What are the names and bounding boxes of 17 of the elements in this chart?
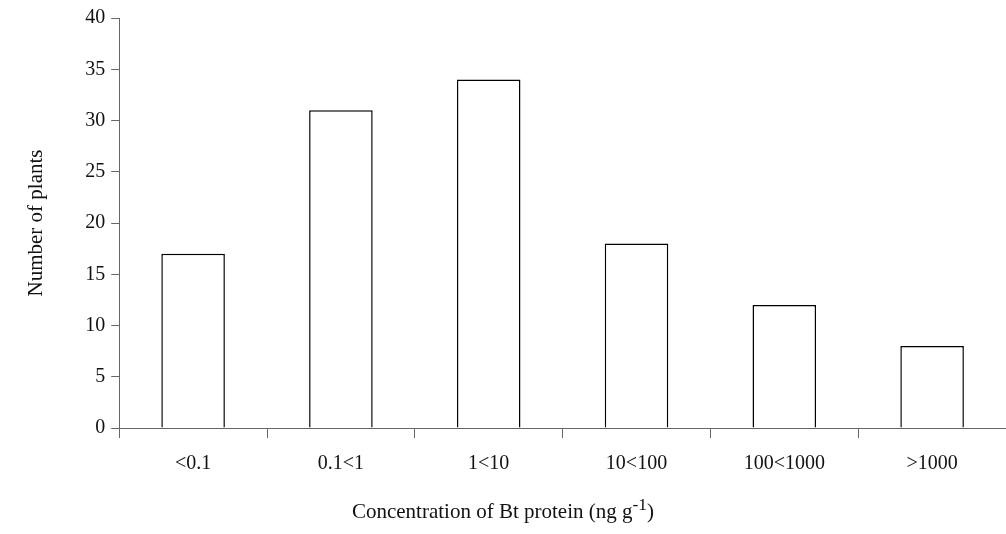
y-tick-label: 30 <box>85 107 106 130</box>
y-tick-label: 10 <box>85 312 106 335</box>
x-tick-label: <0.1 <box>174 451 212 474</box>
x-tick-label: 0.1<1 <box>317 451 365 474</box>
y-tick-label: 20 <box>85 210 106 233</box>
y-tick-label: 15 <box>85 261 106 284</box>
x-tick-label: 1<10 <box>468 451 510 474</box>
x-tick-label: >1000 <box>906 451 958 474</box>
y-tick-label: 5 <box>95 364 106 386</box>
y-tick-label: 0 <box>95 415 106 438</box>
y-axis-title: Number of plants <box>23 149 48 297</box>
x-tick-label: 10<100 <box>605 451 668 474</box>
y-tick-label: 40 <box>85 5 106 28</box>
y-tick-label: 25 <box>85 159 106 181</box>
x-axis-title: Concentration of Bt protein (ng g$^{-1}$) <box>350 494 656 524</box>
y-tick-label: 35 <box>85 56 106 79</box>
x-tick-label: 100<1000 <box>743 451 825 474</box>
